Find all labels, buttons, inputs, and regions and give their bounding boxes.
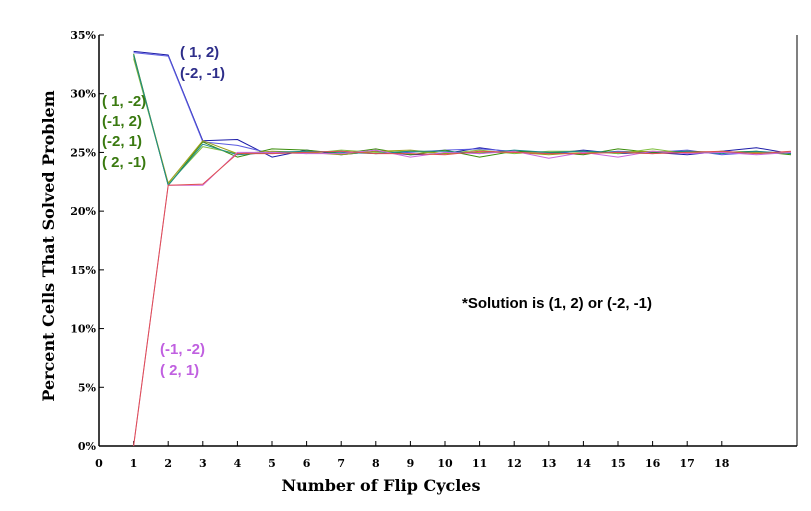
x-tick-label: 0 bbox=[95, 457, 103, 470]
x-tick-label: 9 bbox=[407, 457, 415, 470]
y-tick-label: 0% bbox=[78, 440, 97, 453]
y-tick-label: 15% bbox=[70, 264, 96, 277]
x-tick-label: 16 bbox=[645, 457, 661, 470]
y-tick-label: 5% bbox=[78, 381, 97, 394]
series-line-4 bbox=[133, 58, 792, 185]
pink-group-line-2: ( 2, 1) bbox=[160, 362, 199, 379]
x-tick-label: 12 bbox=[507, 457, 522, 470]
y-tick-label: 20% bbox=[70, 205, 96, 218]
x-axis-ticks: 0 1 2 3 4 5 6 7 8 9 10 11 12 13 14 15 16 17 18 bbox=[95, 441, 730, 470]
x-tick-label: 14 bbox=[576, 457, 592, 470]
y-axis-ticks: 35% 30% 25% 20% 15% 10% 5% 0% bbox=[70, 29, 104, 453]
green-group-line-4: ( 2, -1) bbox=[102, 154, 146, 171]
series-line-3 bbox=[133, 53, 792, 186]
x-tick-label: 15 bbox=[610, 457, 625, 470]
y-tick-label: 35% bbox=[70, 29, 96, 42]
x-tick-label: 10 bbox=[437, 457, 453, 470]
y-tick-label: 10% bbox=[70, 323, 96, 336]
solution-note: *Solution is (1, 2) or (-2, -1) bbox=[462, 295, 652, 312]
green-group-line-3: (-2, 1) bbox=[102, 133, 142, 150]
blue-group-line-1: ( 1, 2) bbox=[180, 44, 219, 61]
series-line-5 bbox=[133, 55, 791, 184]
x-tick-label: 17 bbox=[680, 457, 695, 470]
green-group-line-2: (-1, 2) bbox=[102, 113, 142, 130]
series-line-1 bbox=[133, 50, 792, 158]
y-tick-label: 30% bbox=[70, 88, 96, 101]
x-tick-label: 5 bbox=[268, 457, 276, 470]
x-tick-label: 6 bbox=[303, 457, 311, 470]
series-lines bbox=[133, 50, 792, 447]
series-line-2 bbox=[133, 52, 791, 156]
x-tick-label: 11 bbox=[472, 457, 487, 470]
y-axis-title: Percent Cells That Solved Problem bbox=[39, 90, 58, 401]
green-group-line-1: ( 1, -2) bbox=[102, 93, 146, 110]
x-tick-label: 4 bbox=[234, 457, 242, 470]
pink-group-line-1: (-1, -2) bbox=[160, 341, 205, 358]
x-tick-label: 13 bbox=[541, 457, 556, 470]
x-tick-label: 18 bbox=[714, 457, 730, 470]
series-line-6 bbox=[133, 54, 792, 186]
green-group-annotation: ( 1, -2) (-1, 2) (-2, 1) ( 2, -1) bbox=[102, 93, 146, 171]
x-tick-label: 2 bbox=[164, 457, 172, 470]
x-tick-label: 1 bbox=[130, 457, 138, 470]
x-tick-label: 8 bbox=[372, 457, 380, 470]
series-line-8 bbox=[133, 150, 792, 447]
x-axis-title: Number of Flip Cycles bbox=[282, 476, 481, 495]
blue-group-line-2: (-2, -1) bbox=[180, 65, 225, 82]
x-tick-label: 3 bbox=[199, 457, 207, 470]
blue-group-annotation: ( 1, 2) (-2, -1) bbox=[180, 44, 225, 82]
x-tick-label: 7 bbox=[337, 457, 345, 470]
pink-group-annotation: (-1, -2) ( 2, 1) bbox=[160, 341, 205, 379]
y-tick-label: 25% bbox=[70, 146, 96, 159]
